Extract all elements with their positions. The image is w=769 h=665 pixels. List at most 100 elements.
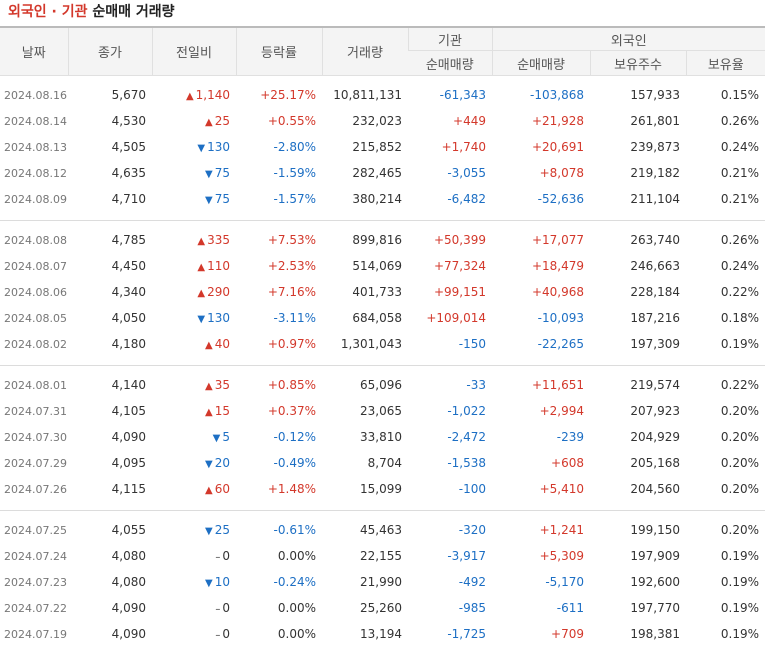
row-rate: -1.59% — [273, 166, 316, 180]
row-close: 4,080 — [111, 549, 146, 563]
row-close: 4,785 — [111, 233, 146, 247]
row-change-value: 0 — [222, 549, 230, 563]
down-arrow-icon: ▼ — [197, 143, 206, 154]
row-close: 4,055 — [111, 523, 146, 537]
up-arrow-icon: ▲ — [197, 288, 206, 299]
row-rate: +1.48% — [267, 482, 316, 496]
row-close: 4,340 — [111, 285, 146, 299]
row-inst-net: -150 — [458, 337, 486, 351]
row-inst-net: -61,343 — [439, 88, 486, 102]
table-row: 2024.07.23 4,080 ▼ 10 -0.24% 21,990 -492 -5,170… — [0, 569, 765, 595]
row-ratio: 0.26% — [720, 233, 760, 247]
row-change-value: 335 — [207, 233, 230, 247]
up-arrow-icon: ▲ — [197, 262, 206, 273]
row-inst-net: +50,399 — [433, 233, 486, 247]
up-arrow-icon: ▲ — [205, 340, 213, 351]
up-arrow-icon: ▲ — [205, 485, 213, 496]
row-close: 4,710 — [111, 192, 146, 206]
down-arrow-icon: ▼ — [212, 433, 221, 444]
table-row: 2024.08.08 4,785 ▲ 335 +7.53% 899,816 +50,399 +… — [0, 227, 765, 253]
down-arrow-icon: ▼ — [205, 169, 213, 180]
row-close: 4,050 — [111, 311, 146, 325]
table-row: 2024.07.19 4,090 –0 0.00% 13,194 -1,725 +709 19… — [0, 621, 765, 647]
row-foreign-net: +1,241 — [539, 523, 584, 537]
row-ratio: 0.18% — [720, 311, 760, 325]
col-change: 전일비 — [151, 27, 236, 76]
row-foreign-net: -239 — [556, 430, 584, 444]
row-ratio: 0.15% — [720, 88, 760, 102]
row-change-value: 1,140 — [195, 88, 230, 102]
flat-dash-icon: – — [215, 552, 221, 563]
col-foreign: 외국인 — [491, 27, 766, 51]
row-rate: -0.61% — [273, 523, 316, 537]
row-ratio: 0.19% — [720, 575, 760, 589]
table-row: 2024.08.16 5,670 ▲ 1,140 +25.17% 10,811,131 -6… — [0, 82, 765, 108]
page-title: 외국인 · 기관 순매매 거래량 — [0, 0, 769, 26]
row-holdings: 219,574 — [630, 378, 680, 392]
row-inst-net: -3,055 — [447, 166, 486, 180]
row-holdings: 239,873 — [630, 140, 680, 154]
row-rate: +7.53% — [267, 233, 316, 247]
row-holdings: 204,929 — [630, 430, 680, 444]
row-change-value: 5 — [222, 430, 230, 444]
row-change-value: 25 — [214, 114, 230, 128]
row-foreign-net: +5,410 — [539, 482, 584, 496]
row-close: 4,450 — [111, 259, 146, 273]
row-date: 2024.07.29 — [4, 456, 67, 470]
table-row: 2024.08.07 4,450 ▲ 110 +2.53% 514,069 +77,324 +… — [0, 253, 765, 279]
flat-dash-icon: – — [215, 630, 221, 641]
table-header: 날짜 종가 전일비 등락률 거래량 기관 외국인 순매매량 순매매량 보유주수 … — [0, 27, 766, 76]
row-volume: 514,069 — [352, 259, 402, 273]
row-holdings: 199,150 — [630, 523, 680, 537]
row-close: 5,670 — [111, 88, 146, 102]
row-change: ▲ 25 — [152, 108, 236, 134]
up-arrow-icon: ▲ — [185, 91, 194, 102]
row-foreign-net: +608 — [551, 456, 584, 470]
flat-dash-icon: – — [215, 604, 221, 615]
row-foreign-net: +5,309 — [539, 549, 584, 563]
table-row: 2024.07.31 4,105 ▲ 15 +0.37% 23,065 -1,022 +2,9… — [0, 398, 765, 424]
row-change: ▲ 335 — [152, 227, 236, 253]
row-ratio: 0.19% — [720, 549, 760, 563]
row-holdings: 211,104 — [630, 192, 680, 206]
row-change-value: 110 — [207, 259, 230, 273]
row-change-value: 25 — [214, 523, 230, 537]
down-arrow-icon: ▼ — [197, 314, 206, 325]
down-arrow-icon: ▼ — [205, 195, 213, 206]
table-row: 2024.07.22 4,090 –0 0.00% 25,260 -985 -611 197,… — [0, 595, 765, 621]
col-close: 종가 — [67, 27, 152, 76]
row-holdings: 228,184 — [630, 285, 680, 299]
row-date: 2024.08.01 — [4, 378, 67, 392]
row-date: 2024.08.08 — [4, 233, 67, 247]
row-foreign-net: -103,868 — [530, 88, 584, 102]
row-date: 2024.08.14 — [4, 114, 67, 128]
row-change-value: 75 — [214, 166, 230, 180]
row-rate: -3.11% — [273, 311, 316, 325]
row-foreign-net: -5,170 — [545, 575, 584, 589]
row-holdings: 187,216 — [630, 311, 680, 325]
row-change-value: 130 — [207, 140, 230, 154]
row-ratio: 0.24% — [720, 140, 760, 154]
row-close: 4,105 — [111, 404, 146, 418]
row-change: –0 — [152, 621, 236, 647]
row-foreign-net: -10,093 — [537, 311, 584, 325]
row-date: 2024.07.19 — [4, 627, 67, 641]
row-holdings: 197,770 — [630, 601, 680, 615]
down-arrow-icon: ▼ — [205, 526, 213, 537]
row-rate: +7.16% — [267, 285, 316, 299]
row-change-value: 15 — [214, 404, 230, 418]
row-close: 4,635 — [111, 166, 146, 180]
row-inst-net: -6,482 — [447, 192, 486, 206]
row-ratio: 0.20% — [720, 430, 760, 444]
row-change: ▼ 20 — [152, 450, 236, 476]
col-institution: 기관 — [407, 27, 492, 51]
up-arrow-icon: ▲ — [197, 236, 206, 247]
row-foreign-net: +18,479 — [531, 259, 584, 273]
row-close: 4,115 — [111, 482, 146, 496]
col-rate: 등락률 — [235, 27, 322, 76]
row-change: ▼ 75 — [152, 186, 236, 212]
row-close: 4,090 — [111, 430, 146, 444]
row-date: 2024.07.22 — [4, 601, 67, 615]
row-inst-net: +77,324 — [433, 259, 486, 273]
row-volume: 22,155 — [360, 549, 402, 563]
